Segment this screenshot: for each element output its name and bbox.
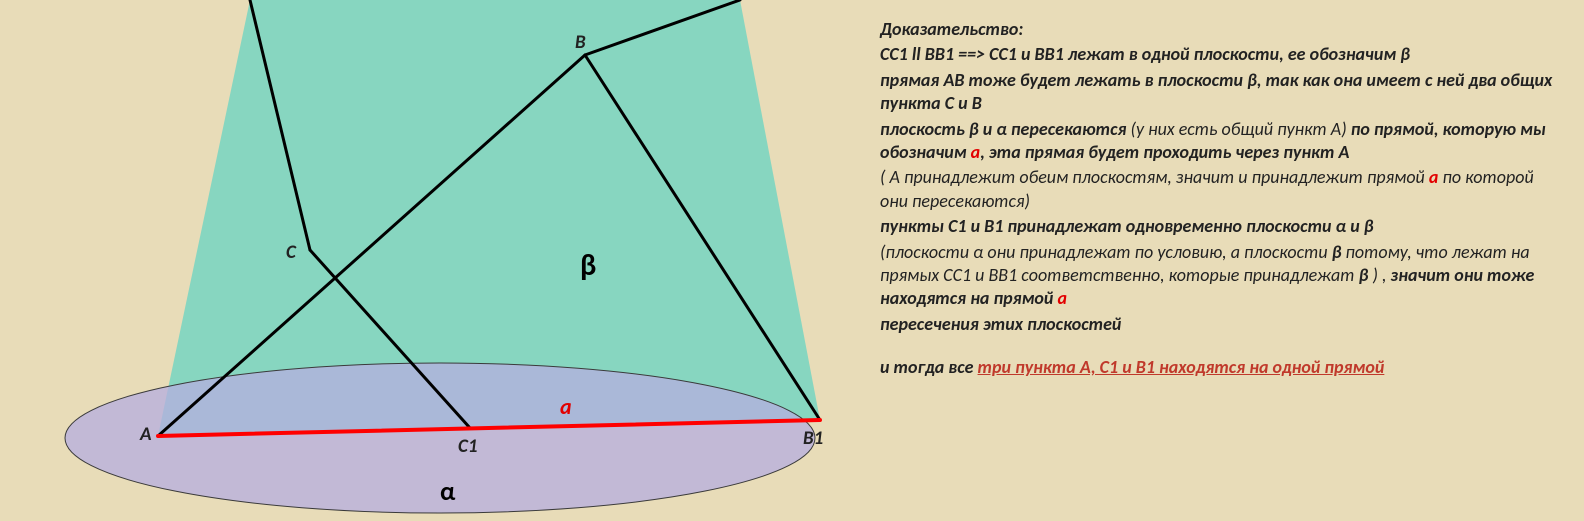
label-alpha: α [440, 475, 456, 507]
proof-line4: ( A принадлежит обеим плоскостям, значит… [880, 166, 1560, 213]
geometry-diagram: A C B C1 B1 α β a [0, 0, 870, 521]
label-a: A [139, 423, 152, 446]
label-b1: B1 [803, 427, 823, 450]
label-c: C [286, 241, 297, 264]
label-b: B [575, 31, 586, 54]
label-c1: C1 [458, 435, 477, 458]
diagram-svg: A C B C1 B1 α β a [0, 0, 870, 516]
label-line-a: a [560, 393, 572, 420]
proof-line5: пункты C1 и B1 принадлежат одновременно … [880, 215, 1560, 238]
proof-line2: прямая AB тоже будет лежать в плоскости … [880, 69, 1560, 116]
proof-conclusion: и тогда все три пункта A, C1 и B1 находя… [880, 356, 1560, 379]
proof-line1: CC1 ll BB1 ==> CC1 и BB1 лежат в одной п… [880, 43, 1560, 66]
proof-line6: (плоскости α они принадлежат по условию,… [880, 241, 1560, 311]
proof-title: Доказательство: [880, 18, 1560, 41]
proof-line3: плоскость β и α пересекаются (у них есть… [880, 118, 1560, 165]
proof-line7: пересечения этих плоскостей [880, 313, 1560, 336]
proof-text: Доказательство: CC1 ll BB1 ==> CC1 и BB1… [880, 18, 1560, 381]
label-beta: β [580, 247, 596, 284]
